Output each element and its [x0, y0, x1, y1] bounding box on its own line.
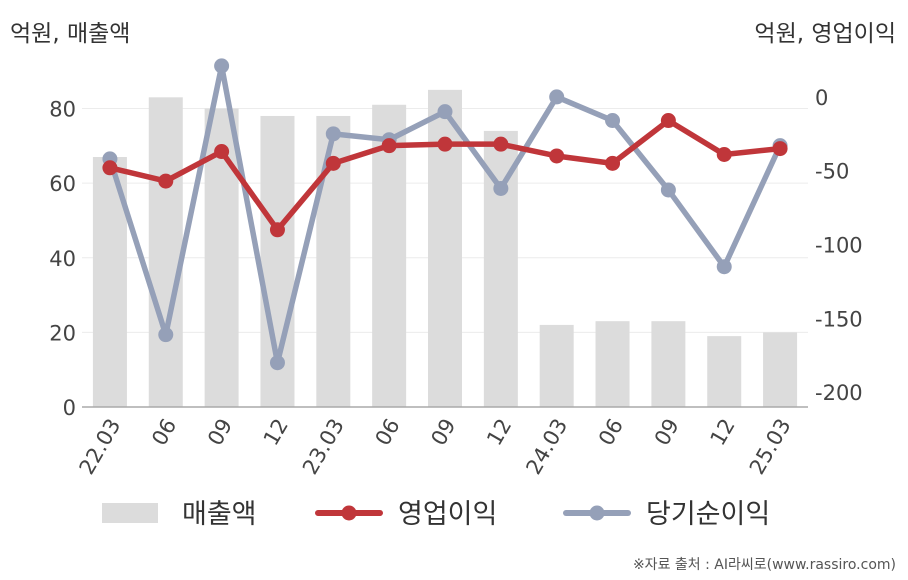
series-point [437, 136, 453, 152]
right-tick-label: -50 [815, 160, 849, 184]
right-tick-label: -200 [815, 381, 863, 405]
series-point [716, 147, 732, 163]
legend: 매출액 영업이익 당기순이익 [102, 499, 770, 530]
right-axis-unit: 억원, 영업이익 [754, 21, 896, 47]
bar-series [92, 89, 798, 408]
series-point [660, 182, 676, 198]
series-point [158, 173, 174, 189]
x-tick-label: 09 [203, 415, 237, 450]
x-tick-label: 06 [371, 415, 405, 450]
x-tick-label: 25.03 [745, 415, 796, 479]
source-note: ※자료 출처 : AI라씨로(www.rassiro.com) [632, 557, 896, 573]
series-point [325, 155, 341, 171]
x-tick-label: 06 [147, 415, 181, 450]
x-tick-label: 23.03 [298, 415, 349, 479]
legend-marker [589, 505, 605, 521]
series-point [493, 136, 509, 152]
x-tick-label: 09 [426, 415, 460, 450]
left-tick-label: 40 [49, 247, 76, 271]
series-point [325, 126, 341, 142]
series-point [605, 113, 621, 129]
x-tick-label: 22.03 [75, 415, 126, 479]
series-point [605, 155, 621, 171]
right-tick-label: -100 [815, 234, 863, 258]
series-point [772, 141, 788, 157]
series-point [493, 180, 509, 196]
series-point [381, 138, 397, 154]
series-point [269, 222, 285, 238]
series-point [214, 144, 230, 160]
series-point [660, 113, 676, 129]
legend-label: 당기순이익 [646, 499, 770, 530]
x-tick-label: 06 [594, 415, 628, 450]
series-point [102, 160, 118, 176]
bar [707, 336, 742, 407]
bar [595, 321, 630, 407]
left-tick-label: 80 [49, 98, 76, 122]
series-point [549, 148, 565, 164]
series-point [269, 355, 285, 371]
x-tick-label: 12 [706, 415, 740, 450]
x-tick-label: 09 [650, 415, 684, 450]
bar [651, 321, 686, 407]
bar [148, 97, 183, 407]
left-tick-label: 60 [49, 172, 76, 196]
legend-swatch [102, 503, 158, 523]
x-tick-label: 12 [482, 415, 516, 450]
legend-label: 매출액 [182, 499, 257, 530]
legend-marker [341, 505, 357, 521]
right-tick-label: -150 [815, 307, 863, 331]
left-tick-label: 0 [63, 396, 76, 420]
x-tick-label: 24.03 [521, 415, 572, 479]
x-tick-label: 12 [259, 415, 293, 450]
left-axis-unit: 억원, 매출액 [10, 21, 131, 47]
series-point [158, 327, 174, 343]
bar [539, 324, 574, 407]
bar [372, 104, 407, 407]
right-tick-label: 0 [815, 86, 828, 110]
bar [763, 332, 798, 407]
series-point [437, 104, 453, 120]
series-point [549, 89, 565, 105]
left-tick-label: 20 [49, 321, 76, 345]
line-series [102, 58, 788, 371]
series-point [716, 259, 732, 275]
legend-label: 영업이익 [398, 499, 497, 530]
series-point [214, 58, 230, 74]
